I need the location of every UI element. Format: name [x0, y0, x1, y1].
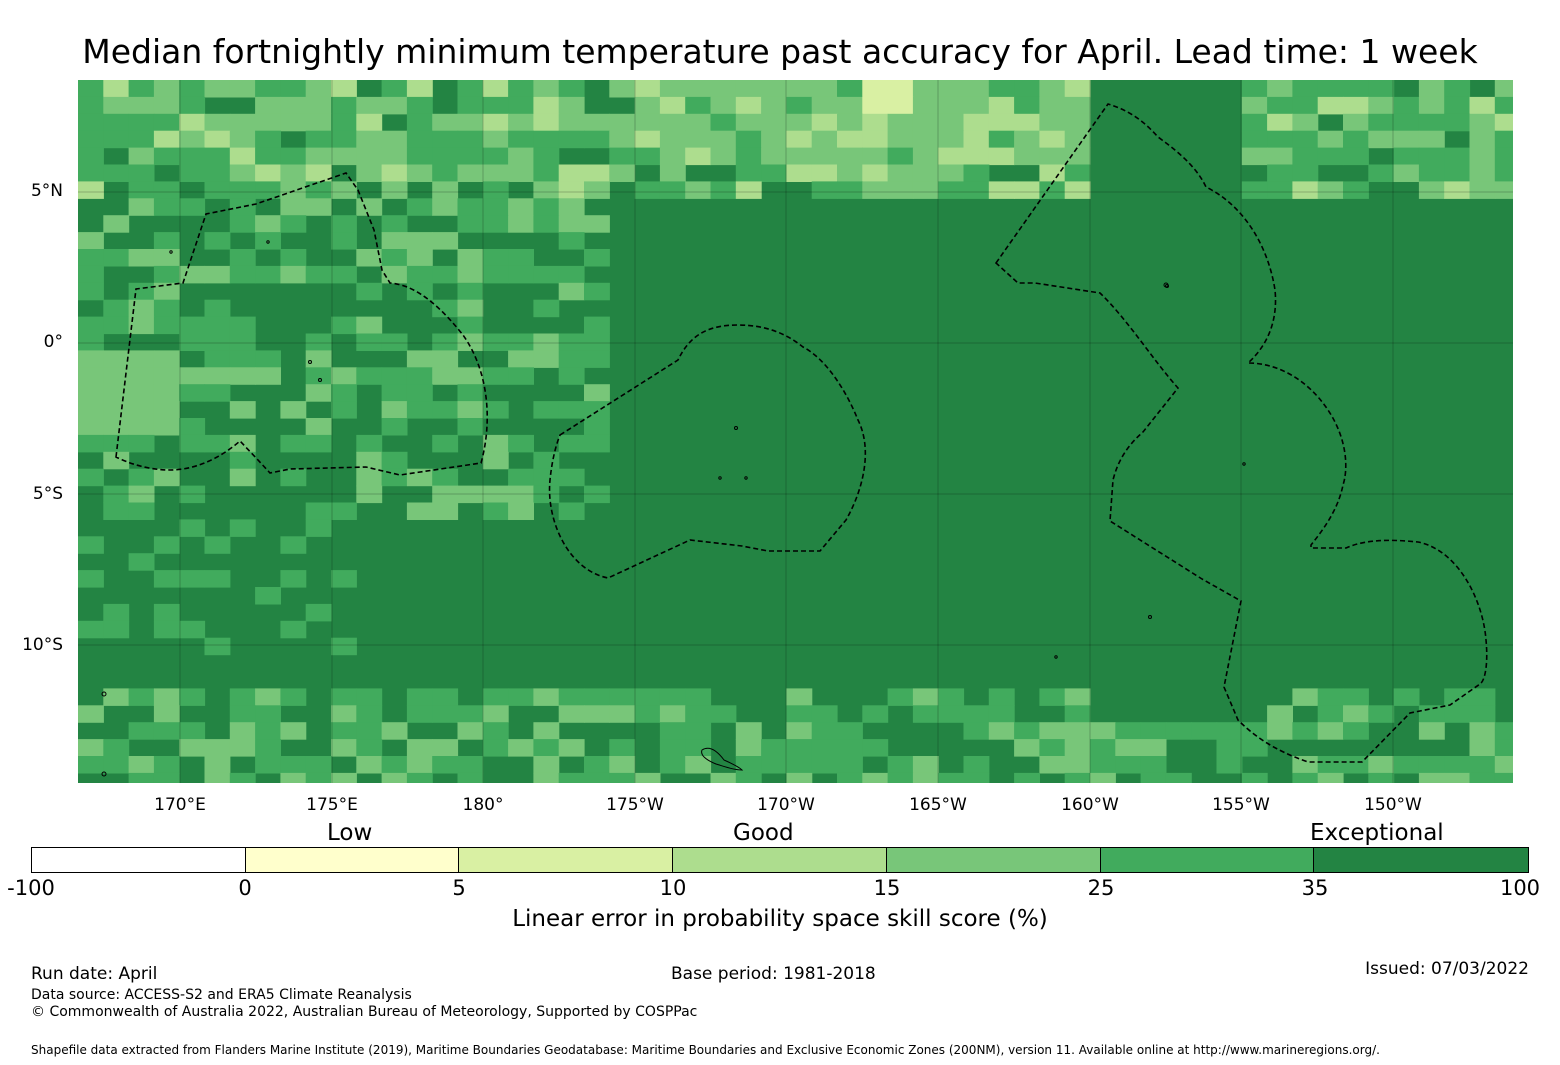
lon-label-175e: 175°E	[306, 795, 358, 815]
lon-label-180: 180°	[462, 795, 504, 815]
legend-category-good: Good	[733, 820, 794, 846]
lon-label-170w: 170°W	[757, 795, 815, 815]
lat-label-0: 0°	[43, 332, 63, 352]
colorbar-tick: 0	[238, 876, 252, 900]
colorbar-segment	[1100, 848, 1315, 872]
colorbar-segment	[459, 848, 674, 872]
lon-label-170e: 170°E	[154, 795, 206, 815]
colorbar-tick: 15	[873, 876, 901, 900]
run-date: Run date: April	[31, 964, 158, 984]
colorbar-tick: -100	[7, 876, 55, 900]
skill-cells	[78, 80, 1513, 783]
lon-label-150w: 150°W	[1364, 795, 1422, 815]
eez-boundaries	[115, 103, 1488, 763]
lon-label-175w: 175°W	[606, 795, 664, 815]
data-source: Data source: ACCESS-S2 and ERA5 Climate …	[31, 987, 412, 1003]
lat-label-5s: 5°S	[32, 484, 63, 504]
lon-label-160w: 160°W	[1061, 795, 1119, 815]
base-period: Base period: 1981-2018	[671, 964, 876, 984]
colorbar-title: Linear error in probability space skill …	[512, 906, 1048, 932]
colorbar-segment	[886, 848, 1101, 872]
colorbar-tick: 10	[659, 876, 687, 900]
issued-date: Issued: 07/03/2022	[1365, 959, 1529, 979]
colorbar-tick: 35	[1301, 876, 1329, 900]
legend-category-low: Low	[327, 820, 373, 846]
lat-label-10s: 10°S	[22, 635, 63, 655]
colorbar-segment	[32, 848, 246, 872]
colorbar-tick: 5	[452, 876, 466, 900]
page-title: Median fortnightly minimum temperature p…	[82, 32, 1478, 71]
lon-label-165w: 165°W	[909, 795, 967, 815]
lat-label-5n: 5°N	[30, 181, 63, 201]
colorbar-segment	[245, 848, 460, 872]
islands	[101, 240, 1246, 777]
legend-category-exceptional: Exceptional	[1310, 820, 1444, 846]
gridlines	[78, 80, 1513, 783]
colorbar-tick: 100	[1499, 876, 1541, 900]
map-frame	[78, 80, 1513, 783]
colorbar-segment	[1314, 848, 1529, 872]
copyright: © Commonwealth of Australia 2022, Austra…	[31, 1004, 698, 1020]
colorbar-tick: 25	[1087, 876, 1115, 900]
lon-label-155w: 155°W	[1212, 795, 1270, 815]
shapefile-credit: Shapefile data extracted from Flanders M…	[31, 1043, 1380, 1057]
colorbar-segment	[673, 848, 887, 872]
colorbar	[31, 847, 1529, 873]
skill-map	[78, 80, 1513, 783]
